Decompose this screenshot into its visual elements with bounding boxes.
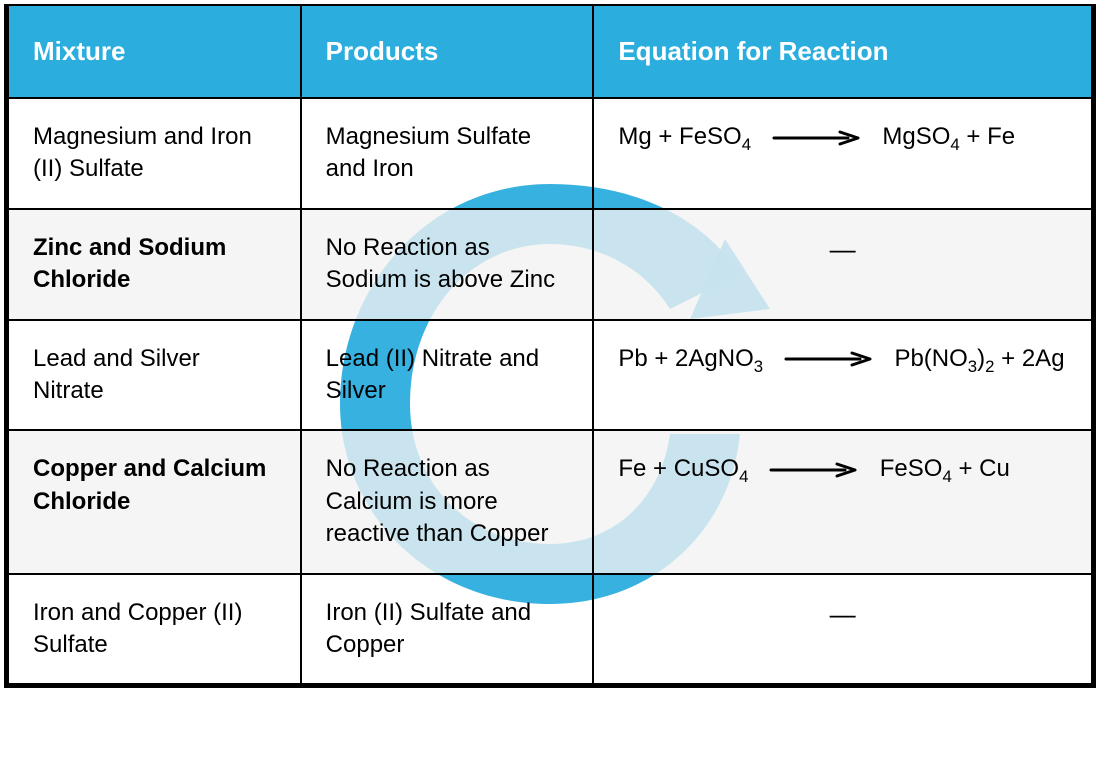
cell-mixture: Zinc and Sodium Chloride	[8, 209, 301, 320]
cell-mixture: Lead and Silver Nitrate	[8, 320, 301, 431]
cell-mixture: Magnesium and Iron (II) Sulfate	[8, 98, 301, 209]
cell-equation: —	[593, 209, 1092, 320]
col-products: Products	[301, 5, 594, 98]
table-row: Magnesium and Iron (II) SulfateMagnesium…	[8, 98, 1092, 209]
reactions-table: Mixture Products Equation for Reaction M…	[4, 4, 1096, 688]
cell-products: Lead (II) Nitrate and Silver	[301, 320, 594, 431]
cell-equation: Mg + FeSO4 MgSO4 + Fe	[593, 98, 1092, 209]
table-header-row: Mixture Products Equation for Reaction	[8, 5, 1092, 98]
cell-products: Iron (II) Sulfate and Copper	[301, 574, 594, 685]
col-equation: Equation for Reaction	[593, 5, 1092, 98]
cell-equation: —	[593, 574, 1092, 685]
col-mixture: Mixture	[8, 5, 301, 98]
table-row: Zinc and Sodium ChlorideNo Reaction as S…	[8, 209, 1092, 320]
cell-equation: Pb + 2AgNO3 Pb(NO3)2 + 2Ag	[593, 320, 1092, 431]
cell-mixture: Iron and Copper (II) Sulfate	[8, 574, 301, 685]
cell-products: Magnesium Sulfate and Iron	[301, 98, 594, 209]
cell-equation: Fe + CuSO4 FeSO4 + Cu	[593, 430, 1092, 573]
table-row: Lead and Silver NitrateLead (II) Nitrate…	[8, 320, 1092, 431]
table-row: Iron and Copper (II) SulfateIron (II) Su…	[8, 574, 1092, 685]
cell-mixture: Copper and Calcium Chloride	[8, 430, 301, 573]
table-row: Copper and Calcium ChlorideNo Reaction a…	[8, 430, 1092, 573]
cell-products: No Reaction as Calcium is more reactive …	[301, 430, 594, 573]
cell-products: No Reaction as Sodium is above Zinc	[301, 209, 594, 320]
